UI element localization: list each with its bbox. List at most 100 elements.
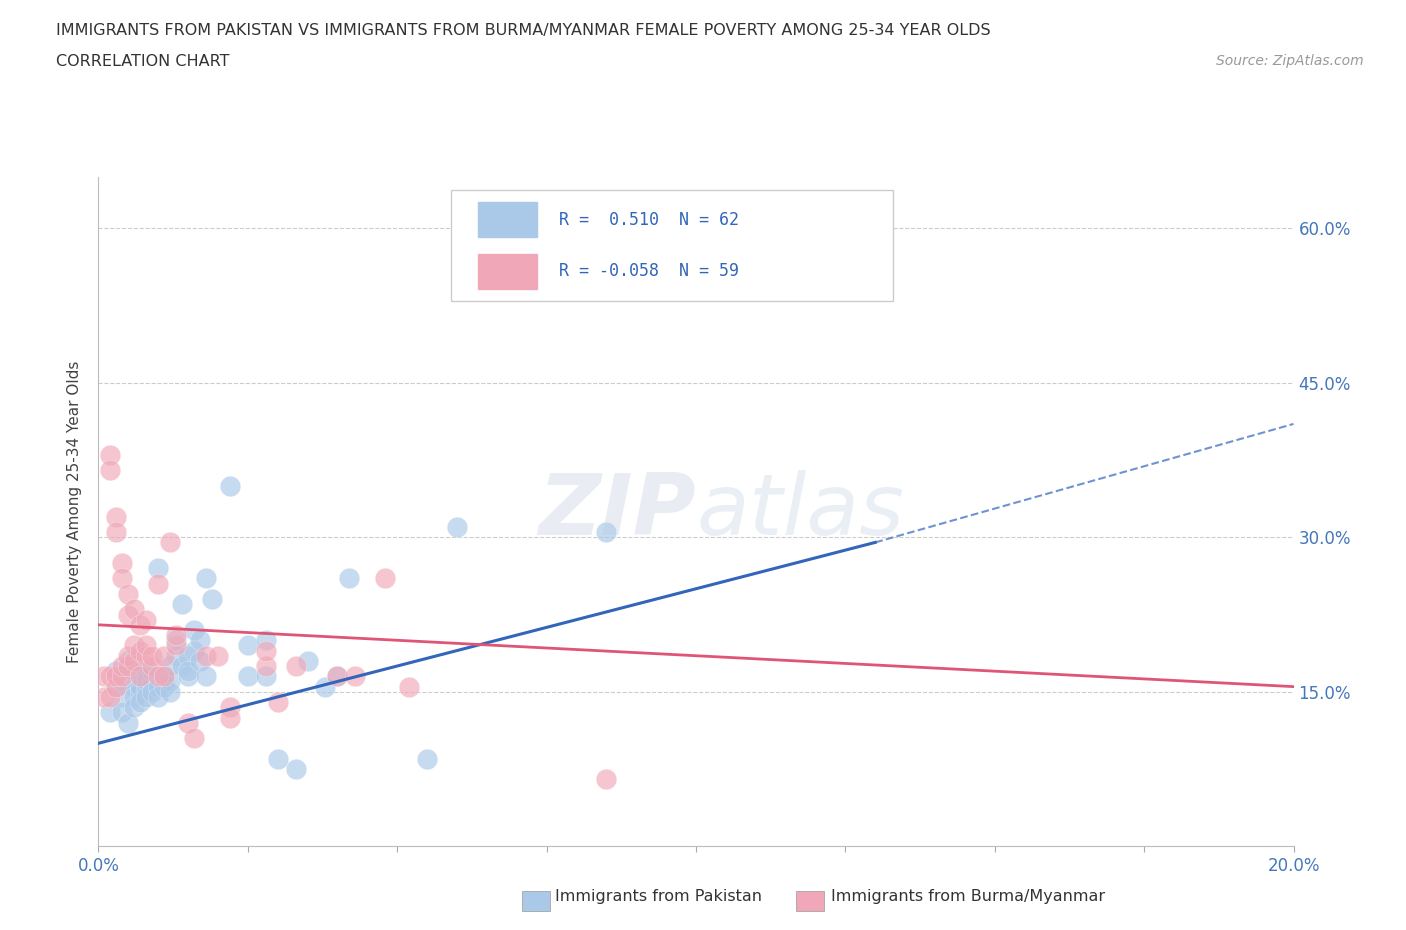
Point	[117, 658, 139, 673]
Point	[284, 658, 307, 673]
Point	[159, 674, 181, 689]
Text: Immigrants from Pakistan: Immigrants from Pakistan	[555, 889, 762, 904]
Bar	[796, 892, 824, 910]
Point	[124, 689, 146, 704]
Point	[172, 658, 194, 673]
Point	[219, 711, 242, 725]
Point	[100, 689, 122, 704]
Point	[284, 762, 307, 777]
Text: R =  0.510  N = 62: R = 0.510 N = 62	[558, 210, 738, 229]
Point	[124, 638, 146, 653]
Point	[117, 654, 139, 669]
Point	[165, 638, 187, 653]
Point	[124, 654, 146, 669]
Point	[183, 731, 205, 746]
Point	[219, 699, 242, 714]
Point	[124, 602, 146, 617]
Point	[105, 679, 128, 694]
Point	[111, 555, 134, 570]
Point	[446, 520, 468, 535]
Point	[148, 679, 170, 694]
Point	[100, 705, 122, 720]
Point	[105, 525, 128, 539]
Point	[165, 648, 187, 663]
Point	[398, 679, 420, 694]
Point	[105, 664, 128, 679]
Point	[172, 597, 194, 612]
Point	[100, 463, 122, 478]
Point	[105, 679, 128, 694]
Point	[111, 689, 134, 704]
Point	[129, 618, 152, 632]
Point	[153, 648, 176, 663]
Point	[207, 648, 229, 663]
Point	[201, 591, 224, 606]
Point	[148, 561, 170, 576]
Point	[177, 664, 200, 679]
Point	[183, 644, 205, 658]
Point	[177, 715, 200, 730]
Point	[111, 571, 134, 586]
Point	[297, 654, 319, 669]
Point	[148, 689, 170, 704]
Point	[326, 669, 349, 684]
Point	[111, 658, 134, 673]
Point	[129, 644, 152, 658]
Point	[117, 648, 139, 663]
Point	[129, 679, 152, 694]
Point	[129, 695, 152, 710]
Point	[159, 535, 181, 550]
Point	[135, 674, 157, 689]
Point	[100, 669, 122, 684]
Point	[93, 689, 115, 704]
Point	[165, 628, 187, 643]
Text: ZIP: ZIP	[538, 470, 696, 553]
Point	[141, 684, 163, 699]
Point	[254, 658, 277, 673]
Point	[100, 447, 122, 462]
Y-axis label: Female Poverty Among 25-34 Year Olds: Female Poverty Among 25-34 Year Olds	[67, 360, 83, 663]
Point	[93, 669, 115, 684]
Point	[124, 664, 146, 679]
Point	[236, 638, 259, 653]
Point	[219, 478, 242, 493]
Point	[188, 654, 211, 669]
Point	[105, 669, 128, 684]
Text: CORRELATION CHART: CORRELATION CHART	[56, 54, 229, 69]
Point	[374, 571, 396, 586]
Point	[124, 679, 146, 694]
Point	[135, 679, 157, 694]
Point	[254, 669, 277, 684]
Point	[236, 669, 259, 684]
Point	[135, 689, 157, 704]
Point	[135, 648, 157, 663]
Point	[148, 669, 170, 684]
Point	[148, 577, 170, 591]
Point	[344, 669, 367, 684]
Point	[141, 664, 163, 679]
Point	[165, 632, 187, 647]
FancyBboxPatch shape	[478, 202, 537, 237]
Point	[141, 648, 163, 663]
Point	[105, 510, 128, 525]
Point	[177, 669, 200, 684]
Point	[117, 587, 139, 602]
Point	[129, 684, 152, 699]
Point	[254, 632, 277, 647]
Point	[153, 679, 176, 694]
Point	[254, 644, 277, 658]
Point	[135, 612, 157, 627]
Point	[141, 658, 163, 673]
Point	[135, 638, 157, 653]
Point	[315, 679, 337, 694]
Point	[267, 695, 290, 710]
Point	[111, 674, 134, 689]
Point	[135, 664, 157, 679]
Point	[195, 648, 218, 663]
Point	[595, 525, 617, 539]
Point	[124, 699, 146, 714]
Text: IMMIGRANTS FROM PAKISTAN VS IMMIGRANTS FROM BURMA/MYANMAR FEMALE POVERTY AMONG 2: IMMIGRANTS FROM PAKISTAN VS IMMIGRANTS F…	[56, 23, 991, 38]
Point	[111, 669, 134, 684]
Point	[195, 669, 218, 684]
Point	[326, 669, 349, 684]
